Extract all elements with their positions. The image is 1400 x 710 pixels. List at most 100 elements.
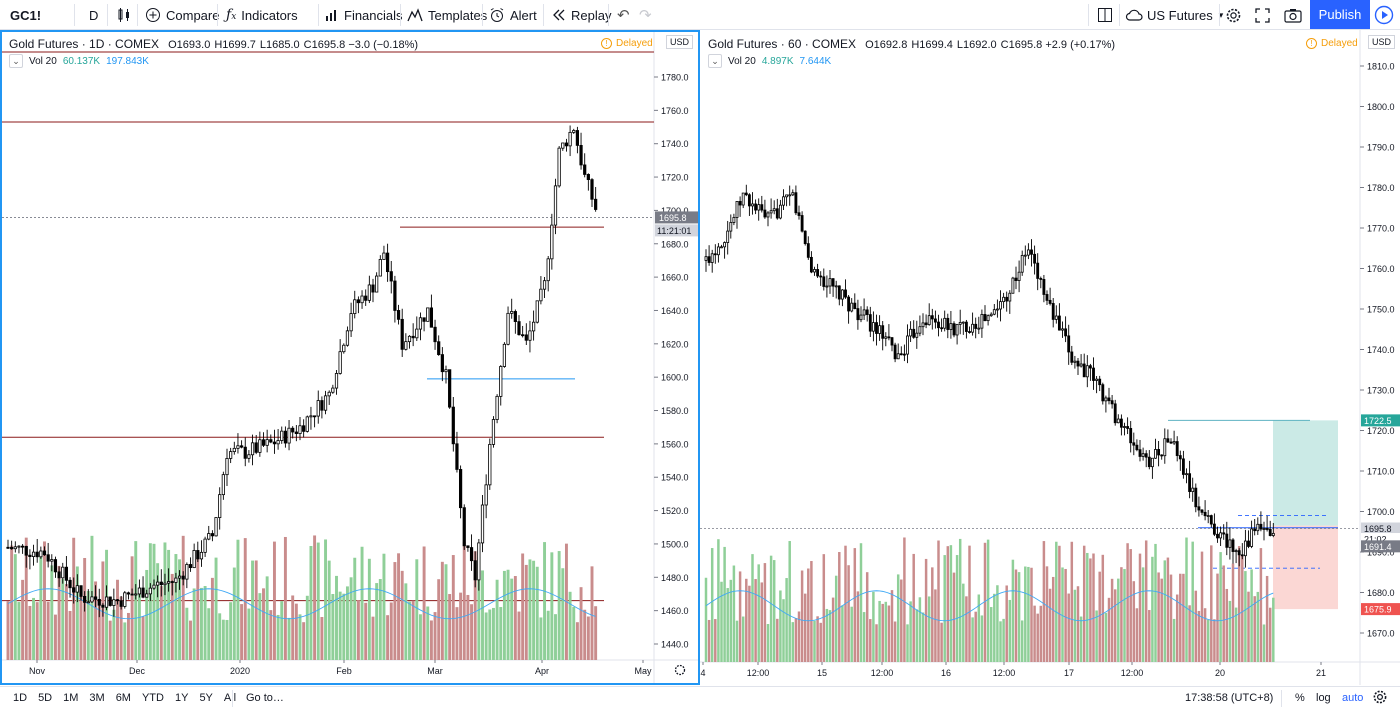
candle-body [1212,523,1216,535]
range-button-5y[interactable]: 5Y [199,692,213,704]
volume-bar [717,539,720,662]
candle-body [989,313,993,317]
volume-bar [130,556,134,660]
volume-bar [1030,567,1033,662]
volume-bar [983,542,987,662]
financials-button[interactable]: Financials [324,0,403,30]
candle-body [1243,540,1247,557]
symbol-search[interactable]: GC1! [10,0,41,30]
y-tick-label: 1800.0 [1367,102,1395,112]
screenshot-button[interactable] [1284,0,1302,30]
candle-body [1011,277,1015,294]
range-button-1m[interactable]: 1M [63,692,79,704]
candle-body [732,217,736,223]
compare-button[interactable]: Compare [145,0,219,30]
candle-body [579,145,583,166]
indicators-button[interactable]: ƒx Indicators [226,0,298,30]
volume-bar [1206,619,1210,662]
templates-label: Templates [428,7,488,23]
replay-button[interactable]: Replay [551,0,611,30]
volume-bar [754,579,757,662]
volume-bar [1160,578,1163,662]
volume-bar [546,610,550,660]
y-tick-label: 1750.0 [1367,305,1395,315]
candle-body [174,577,178,583]
volume-bar [896,574,900,662]
goto-button[interactable]: Go to… [246,692,284,704]
volume-bar [745,578,748,662]
volume-bar [364,602,368,660]
chart-pane-hourly[interactable]: 1810.0 1800.0 1790.0 1780.0 1770.0 1760.0 1750… [700,30,1400,685]
candle-body [747,194,751,207]
volume-bar [1073,589,1077,662]
range-button-1y[interactable]: 1Y [174,692,189,704]
volume-bar [1228,600,1232,662]
candle-body [878,325,882,334]
interval-button[interactable]: D [89,0,98,30]
candle-body [130,593,134,596]
volume-bar [1110,578,1114,662]
candle-body [528,330,532,341]
volume-bar [491,607,495,660]
volume-bar [254,560,258,660]
log-toggle[interactable]: log [1316,692,1331,704]
chart-style-button[interactable] [116,0,132,30]
volume-bar [1138,553,1142,662]
clock-display[interactable]: 17:38:58 (UTC+8) [1185,692,1273,704]
candle-body [961,321,965,324]
volume-bar [342,593,346,660]
symbol-label: GC1! [10,7,42,23]
redo-button[interactable]: ↷ [639,0,652,30]
candle-body [791,192,795,196]
range-button-ytd[interactable]: YTD [141,692,164,704]
candle-body [39,550,43,558]
vol-ma-value: 197.843K [106,55,149,67]
range-button-all[interactable]: All [223,692,237,704]
divider [217,4,218,26]
daily-candlestick-chart[interactable]: 1780.0 1760.0 1740.0 1720.0 1700.0 1680.0 1660… [2,32,698,683]
candle-body [488,443,492,486]
undo-button[interactable]: ↶ [617,0,630,30]
candle-body [323,395,328,411]
market-selector[interactable]: US Futures ▾ [1125,0,1223,30]
range-button-1d[interactable]: 1D [13,692,28,704]
alert-button[interactable]: Alert [489,0,537,30]
volume-bar [221,619,225,660]
fullscreen-button[interactable] [1255,0,1270,30]
candle-body [766,212,770,218]
candle-body [1008,292,1012,302]
play-button[interactable] [1374,0,1394,30]
range-button-3m[interactable]: 3M [89,692,105,704]
chevron-down-icon[interactable]: ⌄ [708,54,722,68]
percent-toggle[interactable]: % [1295,692,1305,704]
candle-body [568,131,572,147]
templates-button[interactable]: Templates [407,0,487,30]
gear-icon [674,664,686,676]
chevron-down-icon[interactable]: ⌄ [9,54,23,68]
chart-settings-button[interactable] [1372,689,1388,708]
hourly-candlestick-chart[interactable]: 1810.0 1800.0 1790.0 1780.0 1770.0 1760.0 1750… [700,30,1400,685]
candle-body [921,322,925,328]
volume-bar [251,560,255,660]
volume-bar [451,555,455,660]
volume-bar [1020,620,1024,662]
chart-pane-daily[interactable]: 1780.0 1760.0 1740.0 1720.0 1700.0 1680.0 1660… [0,30,700,685]
volume-bar [909,601,912,662]
settings-button[interactable] [1225,0,1242,30]
auto-toggle[interactable]: auto [1342,692,1363,704]
volume-bar [189,620,192,660]
layout-button[interactable] [1097,0,1113,30]
ohlc-c: C1695.8 [303,39,346,51]
y-tick-label: 1720.0 [661,173,689,183]
range-button-5d[interactable]: 5D [38,692,53,704]
candle-body [137,587,142,595]
volume-bar [1048,588,1052,662]
publish-button[interactable]: Publish [1310,0,1370,29]
candle-body [899,353,903,356]
range-button-6m[interactable]: 6M [115,692,131,704]
candle-body [871,322,875,332]
volume-bar [1247,591,1250,662]
candle-body [912,328,916,338]
volume-bar [1132,581,1136,662]
volume-bar [262,588,265,660]
